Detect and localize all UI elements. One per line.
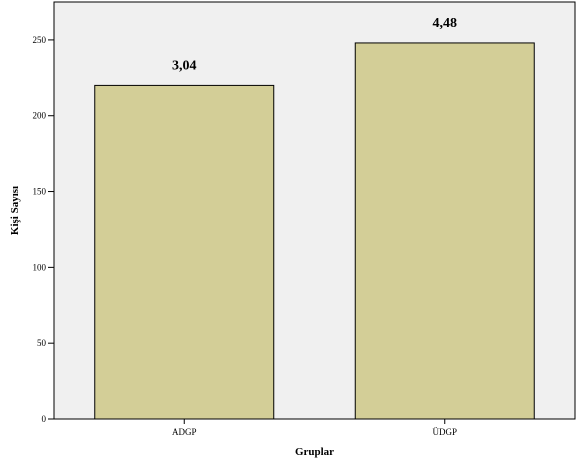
y-tick-label: 200 — [33, 111, 47, 121]
data-labels: 3,04 4,48 — [172, 16, 457, 73]
y-tick-label: 150 — [33, 187, 47, 197]
x-tick-label: ÜDGP — [432, 427, 457, 437]
y-axis-ticks: 0 50 100 150 200 250 — [33, 35, 54, 424]
data-label-2: 4,48 — [433, 16, 458, 31]
x-tick-label: ADGP — [172, 427, 197, 437]
bar-2 — [354, 42, 535, 420]
y-tick-label: 250 — [33, 35, 47, 45]
data-label-1: 3,04 — [172, 58, 197, 73]
bars — [94, 42, 535, 420]
y-tick-label: 50 — [37, 338, 47, 348]
x-axis-title: Gruplar — [295, 446, 334, 458]
x-axis-ticks: ADGP ÜDGP — [172, 419, 457, 437]
bar-1 — [94, 84, 275, 420]
y-tick-label: 0 — [42, 414, 47, 424]
y-tick-label: 100 — [33, 262, 47, 272]
y-axis-title: Kişi Sayısı — [9, 186, 21, 235]
